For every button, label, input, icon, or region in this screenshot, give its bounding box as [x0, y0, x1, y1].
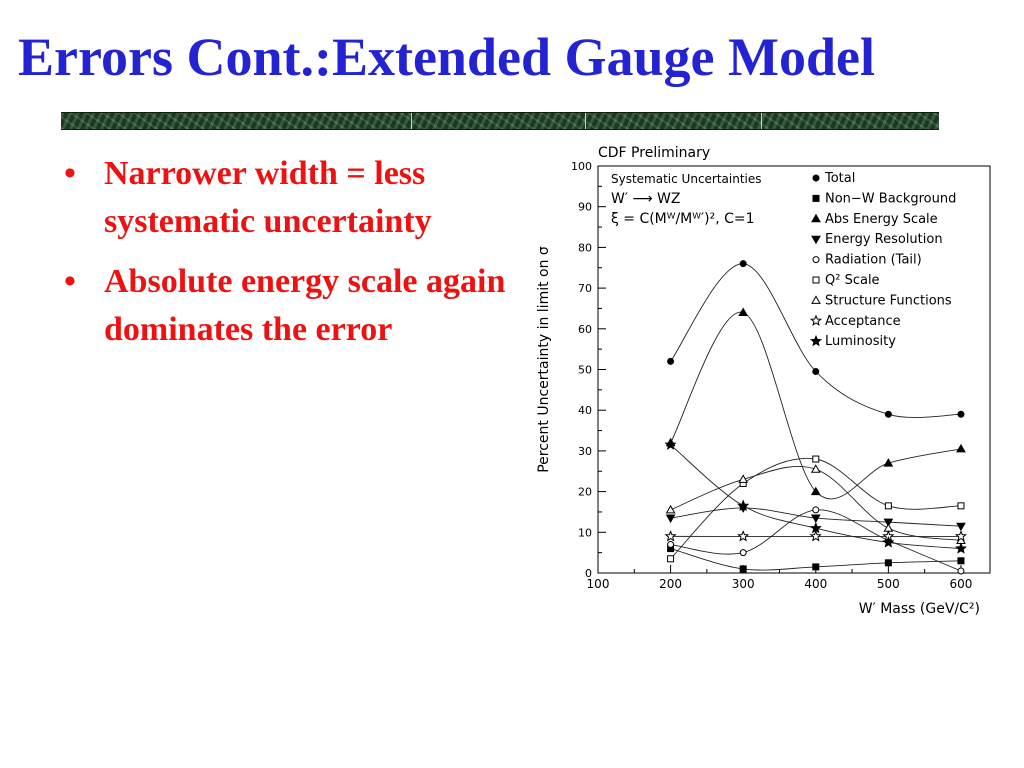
- data-point: [739, 549, 747, 557]
- legend-marker: [809, 314, 823, 326]
- chart-annotation: W′ ⟶ WZ: [611, 191, 680, 207]
- divider-segment-line: [411, 113, 412, 129]
- x-tick-label: 600: [950, 577, 973, 591]
- y-tick-label: 40: [578, 404, 592, 417]
- y-axis-label: Percent Uncertainty in limit on σ: [536, 246, 552, 473]
- data-point: [957, 410, 965, 418]
- y-tick-label: 100: [571, 160, 592, 173]
- data-point: [664, 530, 677, 542]
- y-tick-label: 50: [578, 364, 592, 377]
- title-divider-bar: [61, 112, 939, 130]
- legend-label: Total: [824, 171, 855, 186]
- legend-marker: [811, 213, 821, 223]
- y-tick-label: 80: [578, 241, 592, 254]
- data-point: [739, 565, 747, 573]
- data-point: [957, 557, 965, 565]
- legend-marker: [812, 276, 820, 284]
- data-point: [665, 504, 676, 514]
- data-point: [810, 464, 821, 473]
- legend-label: Radiation (Tail): [825, 253, 922, 268]
- data-point: [738, 474, 749, 483]
- data-point: [665, 514, 676, 524]
- bullet-item: Narrower width = less systematic uncerta…: [58, 150, 508, 246]
- bullet-item: Absolute energy scale again dominates th…: [58, 258, 508, 354]
- data-point: [954, 542, 967, 554]
- series-line: [670, 263, 962, 418]
- data-point: [812, 563, 820, 571]
- bullet-list: Narrower width = less systematic uncerta…: [58, 150, 508, 366]
- legend-marker: [812, 174, 820, 182]
- data-point: [667, 541, 675, 549]
- chart-annotation: Systematic Uncertainties: [611, 172, 762, 186]
- y-tick-label: 90: [578, 201, 592, 214]
- data-point: [809, 530, 822, 542]
- data-point: [810, 514, 821, 524]
- chart-title: CDF Preliminary: [598, 145, 710, 161]
- data-point: [883, 518, 894, 528]
- legend-marker: [812, 256, 820, 264]
- y-tick-label: 10: [578, 526, 592, 539]
- data-point: [738, 307, 749, 317]
- data-point: [664, 438, 677, 450]
- y-tick-label: 30: [578, 445, 592, 458]
- legend-label: Non−W Background: [825, 191, 956, 206]
- x-axis-label: W′ Mass (GeV/C²): [859, 601, 980, 617]
- uncertainty-chart: 0 10 20 30 40 50 60 70 80 90 100 100 200 300 400 500 600…: [536, 145, 991, 617]
- data-point: [739, 260, 747, 268]
- legend-marker: [811, 295, 821, 304]
- data-point: [812, 455, 820, 463]
- data-point: [957, 567, 965, 575]
- data-point: [812, 368, 820, 376]
- data-point: [884, 502, 892, 510]
- data-point: [812, 506, 820, 514]
- legend-marker: [809, 334, 823, 347]
- data-point: [883, 458, 894, 467]
- series-line: [670, 312, 962, 500]
- x-tick-label: 300: [732, 577, 755, 591]
- data-point: [884, 559, 892, 567]
- divider-segment-line: [585, 113, 586, 129]
- y-tick-label: 20: [578, 486, 592, 499]
- legend-label: Energy Resolution: [825, 232, 943, 247]
- data-point: [737, 530, 750, 542]
- legend-label: Acceptance: [825, 314, 901, 329]
- data-point: [667, 357, 675, 365]
- data-point: [737, 499, 750, 512]
- legend-label: Abs Energy Scale: [825, 212, 938, 227]
- x-tick-label: 200: [659, 577, 682, 591]
- divider-segment-line: [761, 113, 762, 129]
- data-point: [809, 521, 822, 534]
- legend-label: Q² Scale: [825, 273, 880, 288]
- legend-marker: [811, 235, 821, 245]
- legend-marker: [812, 194, 820, 202]
- x-tick-label: 400: [804, 577, 827, 591]
- data-point: [954, 530, 967, 542]
- legend-label: Luminosity: [825, 334, 896, 349]
- data-point: [884, 410, 892, 418]
- y-tick-label: 70: [578, 282, 592, 295]
- chart-annotation: ξ = C(Mᵂ/Mᵂ′)², C=1: [611, 211, 755, 227]
- plot-frame: [597, 165, 991, 574]
- data-point: [956, 443, 966, 453]
- legend-label: Structure Functions: [825, 293, 952, 308]
- x-tick-label: 500: [877, 577, 900, 591]
- y-tick-label: 60: [578, 323, 592, 336]
- x-tick-label: 100: [587, 577, 610, 591]
- data-point: [667, 555, 675, 563]
- data-point: [882, 536, 895, 548]
- data-point: [956, 522, 966, 532]
- slide-title: Errors Cont.:Extended Gauge Model: [18, 27, 875, 87]
- data-point: [957, 502, 965, 510]
- data-point: [810, 486, 821, 496]
- y-tick-label: 0: [585, 567, 592, 580]
